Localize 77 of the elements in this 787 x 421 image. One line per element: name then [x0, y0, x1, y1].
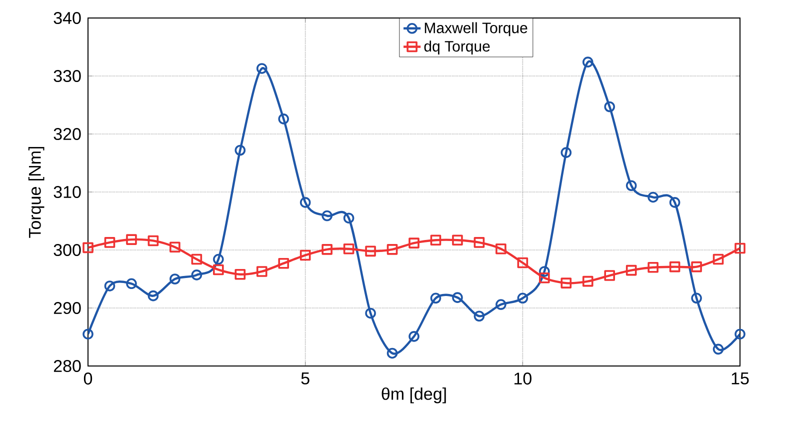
point	[626, 180, 637, 192]
point	[539, 272, 550, 284]
y-tick-label: 340	[54, 12, 81, 24]
point	[734, 328, 746, 340]
y-tick-label: 310	[54, 186, 81, 198]
point	[408, 331, 420, 342]
point	[126, 234, 137, 245]
point	[213, 254, 224, 265]
point	[256, 266, 268, 277]
point	[648, 192, 658, 203]
x-tick-label: 10	[514, 372, 532, 385]
point	[82, 242, 94, 254]
point	[474, 310, 485, 322]
point	[104, 237, 116, 248]
point	[517, 257, 528, 268]
point	[408, 238, 420, 248]
point	[82, 328, 94, 340]
point	[560, 147, 572, 158]
point	[582, 56, 594, 68]
point	[256, 63, 268, 74]
point	[191, 270, 202, 280]
point	[148, 235, 159, 246]
point	[278, 258, 290, 269]
point	[691, 261, 702, 272]
y-axis-title: Torque [Nm]	[28, 146, 44, 238]
point	[386, 244, 398, 255]
y-tick-label: 280	[54, 360, 81, 372]
point	[322, 244, 332, 255]
y-tick-label: 320	[54, 128, 81, 140]
y-tick-label: 290	[54, 302, 81, 314]
point	[474, 237, 485, 248]
point	[300, 197, 311, 208]
point	[496, 243, 506, 254]
point	[148, 290, 159, 302]
point	[126, 278, 137, 290]
point	[365, 308, 376, 319]
point	[517, 292, 528, 304]
point	[604, 101, 616, 112]
point	[734, 242, 746, 254]
point	[626, 264, 637, 276]
point	[669, 261, 680, 272]
point	[170, 242, 180, 252]
point	[496, 299, 506, 310]
point	[539, 266, 550, 277]
point	[365, 246, 376, 257]
x-tick-label: 5	[301, 372, 310, 384]
point	[669, 197, 680, 208]
point	[604, 270, 616, 281]
point	[430, 234, 442, 246]
x-axis-title: θm [deg]	[382, 387, 446, 404]
point	[213, 264, 224, 276]
point	[278, 114, 290, 124]
point	[170, 274, 180, 284]
point	[386, 348, 398, 359]
point	[712, 344, 724, 355]
point	[691, 292, 702, 304]
point	[343, 212, 354, 224]
point	[452, 292, 463, 303]
point	[560, 278, 572, 288]
point	[191, 254, 202, 265]
y-tick-label: 300	[54, 244, 81, 256]
point	[234, 144, 246, 156]
point	[343, 243, 354, 254]
point	[104, 280, 116, 292]
x-tick-label: 15	[732, 372, 749, 384]
point	[712, 254, 724, 265]
point	[430, 292, 442, 304]
point	[452, 234, 463, 246]
point	[234, 268, 246, 280]
point	[582, 276, 594, 287]
y-tick-label: 330	[54, 70, 81, 82]
point	[648, 262, 658, 273]
point	[322, 210, 332, 222]
point	[300, 250, 311, 261]
legend-label: Maxwell Torque	[424, 22, 528, 36]
legend-label: dq Torque	[424, 40, 490, 55]
x-tick-label: 0	[84, 372, 92, 385]
